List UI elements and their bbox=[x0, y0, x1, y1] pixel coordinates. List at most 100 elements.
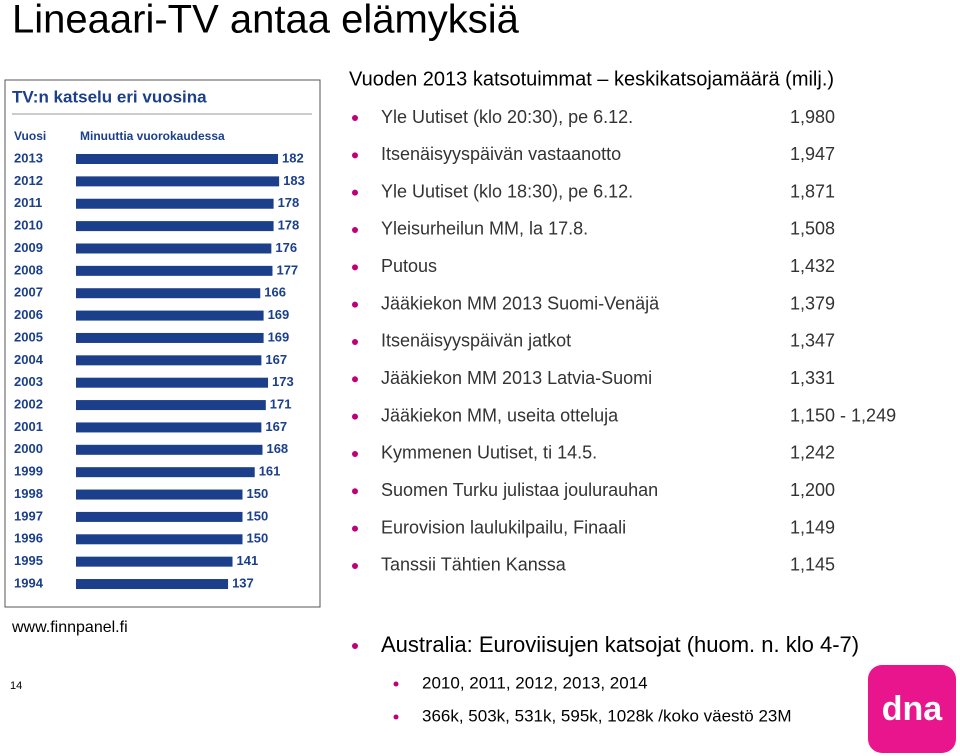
bar bbox=[76, 154, 279, 164]
category-label: 2007 bbox=[14, 285, 43, 300]
category-label: 2006 bbox=[14, 307, 43, 322]
bar bbox=[76, 310, 264, 321]
value-label: 176 bbox=[275, 240, 297, 255]
note-heading: Australia: Euroviisujen katsojat (huom. … bbox=[381, 632, 859, 657]
bullet bbox=[352, 376, 358, 383]
item-value: 1,980 bbox=[790, 107, 835, 127]
item-value: 1,379 bbox=[790, 293, 835, 313]
bar bbox=[76, 534, 243, 545]
category-label: 2010 bbox=[14, 218, 43, 233]
value-header: Minuuttia vuorokaudessa bbox=[80, 129, 225, 143]
source: www.finnpanel.fi bbox=[11, 619, 128, 636]
category-label: 2000 bbox=[14, 441, 43, 456]
item-label: Suomen Turku julistaa joulurauhan bbox=[381, 480, 658, 500]
item-value: 1,947 bbox=[790, 144, 835, 164]
category-label: 1994 bbox=[14, 575, 44, 590]
slide-title: Lineaari-TV antaa elämyksiä bbox=[12, 0, 520, 42]
value-label: 166 bbox=[264, 285, 286, 300]
item-value: 1,150 - 1,249 bbox=[790, 405, 896, 425]
category-label: 1996 bbox=[14, 531, 43, 546]
chart-title: TV:n katselu eri vuosina bbox=[12, 87, 207, 106]
bullet bbox=[352, 488, 358, 495]
value-label: 171 bbox=[270, 397, 292, 412]
value-label: 182 bbox=[282, 150, 304, 165]
bullet bbox=[352, 338, 358, 345]
bar bbox=[76, 265, 273, 276]
value-label: 169 bbox=[268, 307, 290, 322]
bullet bbox=[352, 115, 358, 121]
item-label: Yle Uutiset (klo 18:30), pe 6.12. bbox=[381, 181, 633, 201]
value-label: 141 bbox=[237, 553, 259, 568]
value-label: 167 bbox=[265, 352, 287, 367]
bar bbox=[76, 221, 274, 232]
category-label: 2009 bbox=[14, 240, 43, 255]
value-label: 150 bbox=[247, 531, 269, 546]
value-label: 177 bbox=[276, 262, 298, 277]
bullet bbox=[352, 643, 358, 649]
value-label: 167 bbox=[265, 419, 287, 434]
item-value: 1,508 bbox=[790, 219, 835, 239]
bar bbox=[76, 198, 274, 209]
bullet bbox=[352, 264, 358, 271]
item-value: 1,432 bbox=[790, 256, 835, 276]
page-number: 14 bbox=[10, 680, 22, 692]
list-heading: Vuoden 2013 katsotuimmat – keskikatsojam… bbox=[349, 68, 834, 90]
item-label: Jääkiekon MM 2013 Latvia-Suomi bbox=[381, 368, 652, 388]
category-label: 2001 bbox=[14, 419, 43, 434]
item-value: 1,871 bbox=[790, 181, 835, 201]
value-label: 161 bbox=[259, 464, 281, 479]
item-label: Itsenäisyyspäivän vastaanotto bbox=[381, 144, 621, 164]
item-value: 1,149 bbox=[790, 517, 835, 537]
bullet bbox=[393, 681, 399, 687]
item-label: Kymmenen Uutiset, ti 14.5. bbox=[381, 443, 597, 463]
category-label: 2005 bbox=[14, 329, 43, 344]
note-item: 2010, 2011, 2012, 2013, 2014 bbox=[422, 673, 648, 692]
bar bbox=[76, 288, 261, 299]
logo: dna bbox=[882, 690, 944, 728]
bar bbox=[76, 422, 262, 433]
bullet bbox=[393, 714, 399, 720]
value-label: 173 bbox=[272, 374, 294, 389]
bullet bbox=[352, 450, 358, 457]
category-label: 1995 bbox=[14, 553, 43, 568]
category-label: 2013 bbox=[14, 150, 43, 165]
value-label: 178 bbox=[278, 195, 300, 210]
bullet bbox=[352, 226, 358, 233]
item-label: Yle Uutiset (klo 20:30), pe 6.12. bbox=[381, 107, 633, 127]
bar bbox=[76, 489, 243, 500]
bar bbox=[76, 511, 243, 522]
value-label: 183 bbox=[283, 173, 305, 188]
item-label: Yleisurheilun MM, la 17.8. bbox=[381, 219, 588, 239]
category-label: 2008 bbox=[14, 262, 43, 277]
bar bbox=[76, 355, 262, 366]
bullet bbox=[352, 562, 358, 569]
bar bbox=[76, 579, 229, 590]
category-label: 2004 bbox=[14, 352, 44, 367]
category-label: 2002 bbox=[14, 397, 43, 412]
category-label: 2011 bbox=[14, 195, 42, 210]
item-label: Jääkiekon MM 2013 Suomi-Venäjä bbox=[381, 293, 660, 313]
bullet bbox=[352, 301, 358, 308]
value-label: 169 bbox=[268, 329, 290, 344]
bar bbox=[76, 556, 233, 567]
bar bbox=[76, 243, 272, 254]
category-header: Vuosi bbox=[14, 129, 46, 143]
value-label: 137 bbox=[232, 575, 254, 590]
item-label: Jääkiekon MM, useita otteluja bbox=[381, 405, 619, 425]
category-label: 2003 bbox=[14, 374, 43, 389]
item-label: Putous bbox=[381, 256, 437, 276]
note-item: 366k, 503k, 531k, 595k, 1028k /koko väes… bbox=[422, 706, 792, 725]
item-value: 1,200 bbox=[790, 480, 835, 500]
item-value: 1,331 bbox=[790, 368, 835, 388]
item-value: 1,145 bbox=[790, 555, 835, 575]
value-label: 178 bbox=[278, 218, 300, 233]
item-label: Itsenäisyyspäivän jatkot bbox=[381, 331, 571, 351]
item-label: Tanssii Tähtien Kanssa bbox=[381, 555, 567, 575]
value-label: 150 bbox=[247, 508, 269, 523]
bar bbox=[76, 467, 255, 478]
bar bbox=[76, 332, 264, 343]
bullet bbox=[352, 413, 358, 420]
category-label: 1997 bbox=[14, 508, 43, 523]
bullet bbox=[352, 189, 358, 196]
